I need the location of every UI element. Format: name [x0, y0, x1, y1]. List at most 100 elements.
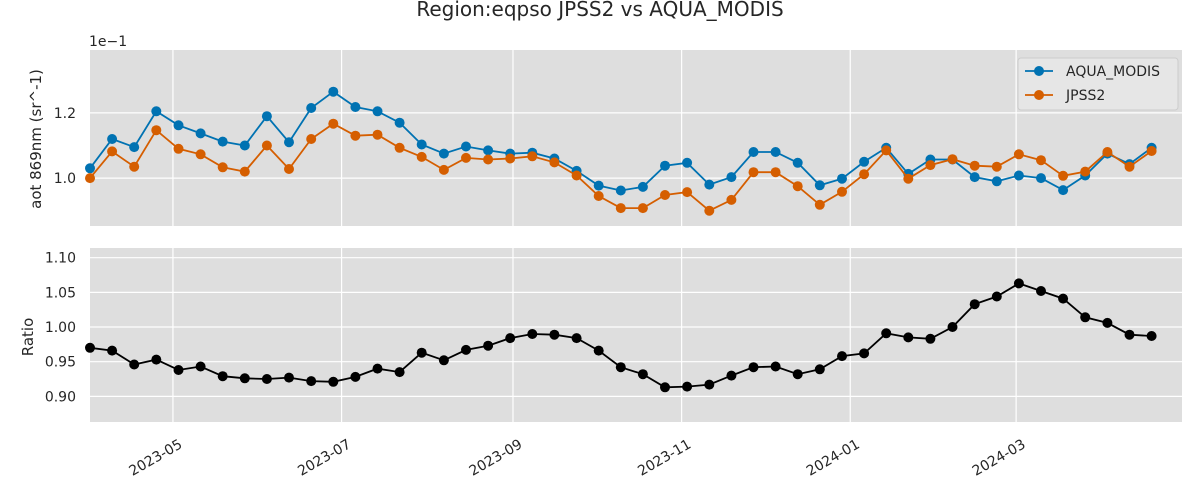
- data-point-jpss2: [682, 187, 693, 198]
- y-tick-label: 1.00: [45, 320, 76, 336]
- data-point-jpss2: [881, 145, 892, 156]
- top-y-axis-label: aot 869nm (sr^-1): [27, 69, 45, 209]
- data-point-aqua-modis: [85, 163, 95, 174]
- data-point-ratio: [107, 345, 118, 356]
- data-point-jpss2: [991, 161, 1002, 172]
- data-point-jpss2: [461, 152, 471, 163]
- legend-label-jpss2: JPSS2: [1065, 88, 1105, 104]
- top-y-ticks: 1.0 1.2: [54, 106, 76, 187]
- data-point-jpss2: [1124, 161, 1135, 172]
- y-tick-label: 1.2: [54, 106, 76, 122]
- data-point-jpss2: [969, 160, 980, 171]
- data-point-aqua-modis: [239, 140, 250, 151]
- data-point-aqua-modis: [637, 181, 648, 192]
- data-point-ratio: [792, 369, 803, 380]
- data-point-jpss2: [593, 191, 604, 201]
- data-point-jpss2: [129, 161, 140, 172]
- x-tick-label: 2023-07: [295, 437, 354, 480]
- bottom-series-layer: [85, 278, 1157, 393]
- data-point-jpss2: [527, 151, 538, 162]
- data-point-aqua-modis: [726, 172, 737, 183]
- data-point-jpss2: [859, 169, 870, 180]
- data-point-jpss2: [505, 153, 516, 164]
- data-point-ratio: [726, 370, 737, 381]
- data-point-aqua-modis: [129, 142, 140, 153]
- legend-marker-jpss2: [1034, 90, 1044, 100]
- data-point-ratio: [394, 367, 405, 378]
- data-point-jpss2: [151, 125, 162, 136]
- data-point-jpss2: [195, 149, 206, 160]
- data-point-jpss2: [1146, 146, 1157, 156]
- data-point-jpss2: [925, 160, 936, 171]
- data-point-aqua-modis: [107, 134, 118, 144]
- data-point-aqua-modis: [814, 180, 825, 191]
- data-point-ratio: [704, 379, 715, 390]
- x-ticks: 2023-05 2023-07 2023-09 2023-11 2024-01 2024-…: [127, 437, 1029, 480]
- bottom-gridlines: [90, 248, 1182, 422]
- data-point-aqua-modis: [704, 179, 715, 190]
- data-point-jpss2: [748, 167, 759, 178]
- data-point-jpss2: [416, 151, 427, 162]
- data-point-ratio: [1013, 278, 1024, 289]
- data-point-jpss2: [372, 129, 383, 140]
- data-point-ratio: [682, 381, 693, 392]
- y-tick-label: 1.10: [45, 251, 76, 267]
- data-point-ratio: [129, 359, 140, 370]
- data-point-jpss2: [328, 118, 339, 129]
- y-tick-label: 1.05: [45, 285, 76, 301]
- top-series-layer: [85, 86, 1157, 216]
- data-point-aqua-modis: [284, 137, 294, 148]
- data-point-ratio: [814, 364, 825, 375]
- data-point-ratio: [85, 342, 95, 353]
- data-point-aqua-modis: [1058, 185, 1069, 196]
- data-point-aqua-modis: [770, 147, 781, 157]
- data-point-aqua-modis: [461, 141, 471, 152]
- data-point-ratio: [925, 333, 936, 344]
- data-point-aqua-modis: [837, 173, 847, 184]
- data-point-ratio: [1124, 329, 1135, 340]
- data-point-jpss2: [350, 130, 361, 141]
- y-offset-label: 1e−1: [89, 34, 127, 50]
- legend-entry-aqua-modis: AQUA_MODIS: [1025, 64, 1160, 80]
- data-point-aqua-modis: [217, 136, 228, 147]
- data-point-aqua-modis: [438, 148, 449, 159]
- legend-entry-jpss2: JPSS2: [1025, 88, 1105, 104]
- data-point-aqua-modis: [1013, 170, 1024, 181]
- legend-label-aqua-modis: AQUA_MODIS: [1066, 64, 1160, 80]
- data-point-jpss2: [1058, 170, 1069, 181]
- data-point-ratio: [637, 369, 648, 380]
- data-point-jpss2: [814, 199, 825, 210]
- data-point-jpss2: [438, 164, 449, 175]
- x-tick-label: 2023-11: [635, 437, 694, 480]
- data-point-aqua-modis: [416, 139, 427, 150]
- data-point-ratio: [1102, 317, 1113, 328]
- y-tick-label: 0.95: [45, 355, 76, 371]
- x-tick-label: 2024-01: [804, 437, 863, 480]
- data-point-jpss2: [261, 140, 272, 151]
- data-point-jpss2: [85, 173, 95, 184]
- data-point-jpss2: [726, 194, 737, 205]
- legend-marker-aqua-modis: [1034, 66, 1044, 76]
- data-point-ratio: [571, 333, 582, 344]
- x-tick-label: 2023-09: [467, 437, 526, 480]
- data-point-ratio: [261, 374, 272, 384]
- data-point-ratio: [151, 354, 162, 365]
- data-point-ratio: [328, 376, 339, 387]
- legend-box: [1017, 57, 1179, 111]
- data-point-ratio: [748, 362, 759, 373]
- data-point-jpss2: [284, 164, 294, 174]
- data-point-aqua-modis: [306, 103, 317, 113]
- data-point-aqua-modis: [394, 117, 405, 128]
- top-panel: 1.0 1.2 1e−1 aot 869nm (sr^-1) AQUA_MODIS…: [27, 34, 1182, 226]
- bottom-y-axis-label: Ratio: [19, 318, 37, 357]
- data-point-ratio: [505, 333, 516, 344]
- data-point-jpss2: [615, 203, 626, 214]
- data-point-ratio: [947, 322, 958, 332]
- data-point-ratio: [1080, 312, 1091, 323]
- data-point-aqua-modis: [991, 176, 1002, 187]
- data-point-ratio: [1058, 293, 1069, 304]
- data-point-ratio: [1146, 331, 1157, 341]
- data-point-aqua-modis: [615, 185, 626, 196]
- data-point-aqua-modis: [151, 106, 162, 117]
